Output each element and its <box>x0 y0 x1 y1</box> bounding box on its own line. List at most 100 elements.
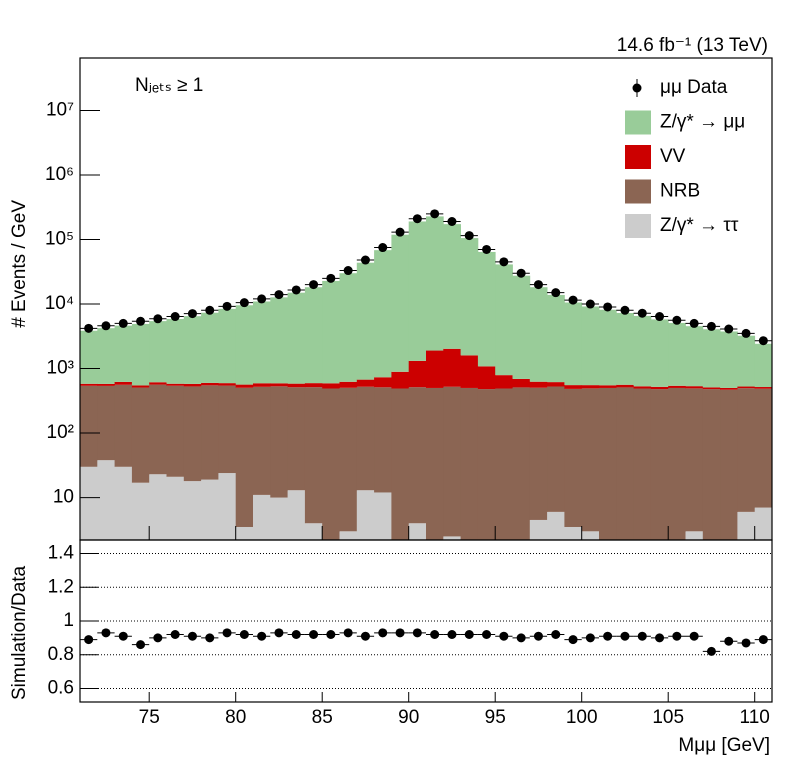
histogram-bar <box>547 294 565 383</box>
y-tick-label: 10⁶ <box>45 164 74 185</box>
x-tick-label: 95 <box>485 707 506 728</box>
histogram-bar <box>166 385 185 477</box>
data-point <box>291 285 301 295</box>
ratio-point <box>741 638 751 648</box>
histogram-bar <box>408 523 427 540</box>
histogram-bar <box>270 386 288 498</box>
data-point <box>222 301 232 311</box>
ratio-point <box>464 630 474 639</box>
ratio-point <box>222 628 232 638</box>
ratio-point <box>655 633 665 643</box>
histogram-bar <box>80 466 98 540</box>
ratio-point <box>239 630 249 639</box>
data-point <box>343 266 353 276</box>
y-tick-label: 1 <box>63 610 74 631</box>
ratio-y-axis-label: Simulation/Data <box>9 565 30 700</box>
ratio-point <box>758 635 768 645</box>
data-point <box>516 268 526 278</box>
legend-label: μμ Data <box>660 77 728 98</box>
histogram-bar <box>460 238 479 356</box>
histogram-bar <box>564 526 583 540</box>
y-tick-label: 10² <box>47 422 74 443</box>
histogram-bar <box>97 328 115 384</box>
histogram-bar <box>374 250 392 378</box>
histogram-bar <box>287 387 306 491</box>
ratio-point <box>170 630 180 639</box>
ratio-point <box>672 631 682 641</box>
histogram-bar <box>477 389 496 540</box>
histogram-bar <box>443 224 461 349</box>
histogram-bar <box>183 386 202 482</box>
histogram-bar <box>201 385 219 480</box>
data-point <box>655 312 665 322</box>
ratio-point <box>533 631 543 641</box>
histogram-bar <box>495 264 513 376</box>
histogram-bar <box>166 476 185 540</box>
histogram-bar <box>720 331 738 388</box>
ratio-point <box>257 631 267 641</box>
histogram-bar <box>391 388 410 540</box>
legend-swatch <box>625 179 651 204</box>
legend-label: NRB <box>660 181 700 202</box>
histogram-bar <box>443 536 461 540</box>
histogram-bar <box>304 523 323 540</box>
histogram-bar <box>650 319 669 387</box>
histogram-bar <box>720 389 738 540</box>
histogram-bar <box>564 388 583 527</box>
histogram-bar <box>114 466 133 540</box>
x-tick-label: 105 <box>652 707 684 728</box>
legend-label: Z/γ* → μμ <box>660 112 745 133</box>
histogram-bar <box>235 526 254 540</box>
histogram-bar <box>218 473 237 540</box>
data-point <box>672 315 682 325</box>
histogram-bar <box>235 305 254 385</box>
data-point <box>551 288 561 298</box>
y-tick-label: 0.8 <box>48 644 74 665</box>
histogram-bar <box>460 387 479 540</box>
histogram-bar <box>149 382 167 385</box>
histogram-bar <box>477 251 496 367</box>
ratio-point <box>84 635 94 645</box>
data-point <box>533 280 543 290</box>
data-point <box>430 209 440 219</box>
histogram-bar <box>633 315 652 387</box>
histogram-bar <box>564 302 583 386</box>
histogram-bar <box>80 385 98 467</box>
histogram-bar <box>702 389 721 540</box>
histogram-bar <box>616 312 634 385</box>
y-tick-label: 10³ <box>47 358 74 379</box>
histogram-bar <box>668 387 686 540</box>
histogram-bar <box>304 387 323 524</box>
histogram-bar <box>668 385 686 388</box>
ratio-point <box>568 635 578 645</box>
histogram-bar <box>183 383 202 387</box>
histogram-bar <box>166 383 185 386</box>
ratio-point <box>430 630 440 639</box>
histogram-bar <box>374 377 392 388</box>
data-point <box>257 294 267 304</box>
histogram-bar <box>495 375 513 389</box>
histogram-bar <box>270 497 288 540</box>
histogram-bar <box>495 388 513 540</box>
histogram-bar <box>564 385 583 389</box>
data-point <box>689 318 699 328</box>
x-tick-label: 100 <box>566 707 598 728</box>
data-point <box>758 336 768 346</box>
ratio-point <box>516 633 526 643</box>
histogram-bar <box>97 383 115 386</box>
legend-swatch <box>625 145 651 169</box>
histogram-bar <box>547 382 565 387</box>
y-tick-label: 1.2 <box>48 576 74 597</box>
histogram-bar <box>166 319 185 384</box>
ratio-point <box>620 631 630 641</box>
histogram-bar <box>287 383 306 388</box>
histogram-bar <box>218 308 237 384</box>
data-point <box>568 295 578 305</box>
ratio-point <box>637 631 647 641</box>
histogram-bar <box>183 481 202 540</box>
histogram-bar <box>426 216 444 351</box>
data-point <box>603 302 613 312</box>
histogram-bar <box>131 482 150 540</box>
data-point <box>326 273 336 283</box>
